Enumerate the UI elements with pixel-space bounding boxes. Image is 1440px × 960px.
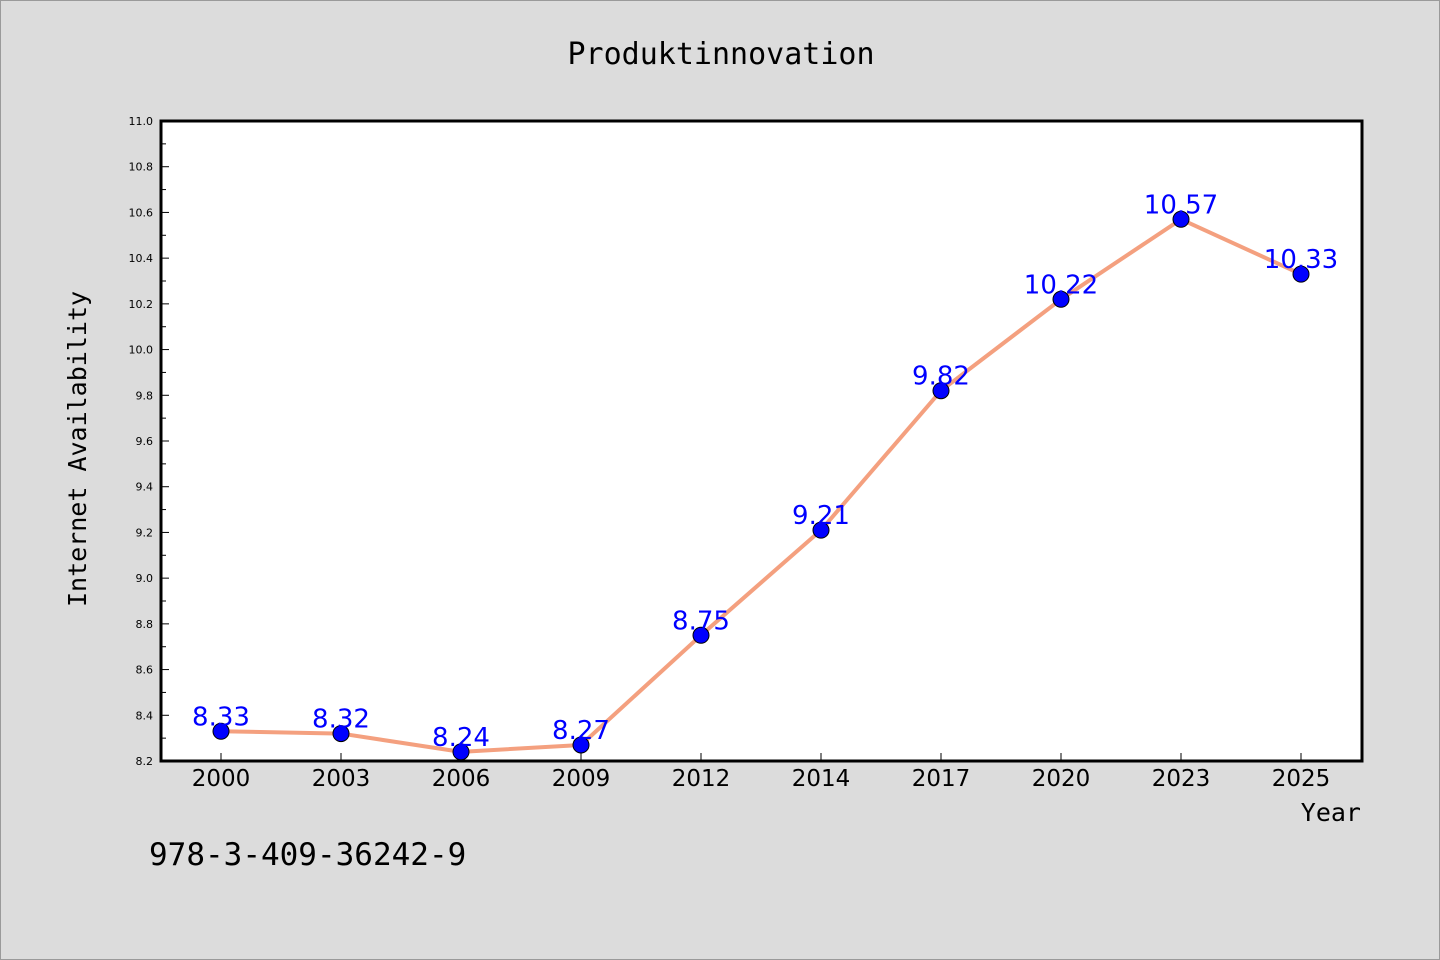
- x-tick-label: 2012: [672, 766, 731, 792]
- y-tick-label: 10.0: [129, 344, 154, 357]
- data-label: 8.32: [312, 705, 370, 735]
- y-tick-label: 9.0: [136, 572, 154, 585]
- data-label: 10.57: [1144, 190, 1218, 220]
- data-point: [932, 382, 950, 400]
- y-tick-label: 9.8: [136, 389, 154, 402]
- footer-isbn: 978-3-409-36242-9: [149, 837, 466, 873]
- x-tick-label: 2000: [192, 766, 251, 792]
- x-tick-label: 2009: [552, 766, 611, 792]
- y-tick-label: 11.0: [129, 115, 154, 128]
- data-point: [332, 725, 350, 743]
- x-tick-label: 2017: [912, 766, 971, 792]
- series-group: 8.33 8.32 8.24 8.27 8.75 9.21 9.82 10.22 10.57 10…: [192, 190, 1338, 761]
- y-tick-label: 8.8: [136, 618, 154, 631]
- y-tick-label: 9.4: [136, 481, 154, 494]
- data-label: 9.21: [792, 501, 850, 531]
- data-label: 10.22: [1024, 270, 1098, 300]
- x-tick-label: 2020: [1032, 766, 1091, 792]
- data-label: 8.75: [672, 606, 730, 636]
- y-tick-label: 10.8: [129, 161, 154, 174]
- x-tick-label: 2006: [432, 766, 491, 792]
- y-tick-label: 8.6: [136, 664, 154, 677]
- y-tick-label: 8.4: [136, 709, 154, 722]
- y-tick-label: 10.6: [129, 206, 154, 219]
- data-point: [1052, 290, 1070, 308]
- data-label: 8.27: [552, 716, 610, 746]
- x-axis-ticks: 2000 2003 2006 2009 2012 2014 2017 2020 2023 2025: [192, 753, 1331, 792]
- y-tick-label: 9.2: [136, 526, 154, 539]
- data-point: [692, 626, 710, 644]
- data-label: 9.82: [912, 362, 970, 392]
- data-label: 8.33: [192, 702, 250, 732]
- data-label: 8.24: [432, 723, 490, 753]
- data-point: [1172, 210, 1190, 228]
- y-tick-label: 8.2: [136, 755, 154, 768]
- y-tick-label: 9.6: [136, 435, 154, 448]
- x-tick-label: 2014: [792, 766, 851, 792]
- data-point: [572, 736, 590, 754]
- x-tick-label: 2023: [1152, 766, 1211, 792]
- data-point: [212, 722, 230, 740]
- series-line: [220, 217, 1302, 754]
- data-point: [1292, 265, 1310, 283]
- y-axis-title: Internet Availability: [63, 291, 92, 607]
- y-tick-label: 10.2: [129, 298, 154, 311]
- y-axis-ticks: 8.2 8.4 8.6 8.8 9.0 9.2 9.4 9.6 9.8 10.0 10.2 10.4 1…: [129, 115, 169, 768]
- x-tick-label: 2003: [312, 766, 371, 792]
- y-tick-label: 10.4: [129, 252, 154, 265]
- plot-frame: [159, 119, 1364, 763]
- x-tick-label: 2025: [1272, 766, 1331, 792]
- data-point: [812, 521, 830, 539]
- plot-area: [161, 121, 1362, 761]
- chart-title: Produktinnovation: [567, 37, 874, 72]
- x-axis-title: Year: [1301, 798, 1361, 827]
- data-label: 10.33: [1264, 245, 1338, 275]
